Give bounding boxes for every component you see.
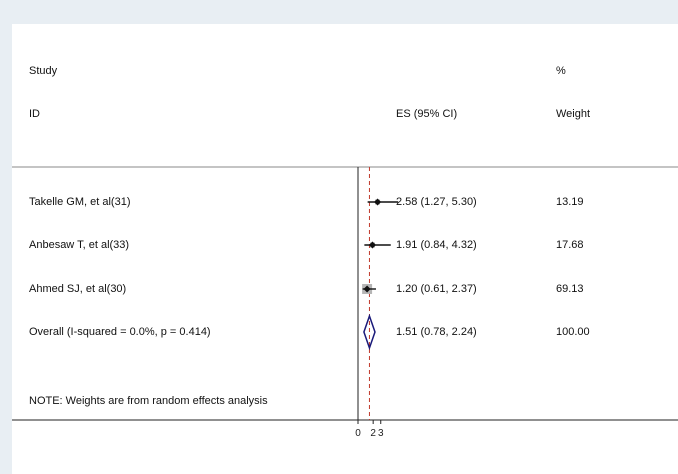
study-label: Takelle GM, et al(31) (29, 196, 131, 208)
point-estimate (368, 241, 376, 249)
id-header: ID (29, 108, 40, 120)
study-es: 2.58 (1.27, 5.30) (396, 196, 477, 208)
overall-es: 1.51 (0.78, 2.24) (396, 326, 477, 338)
point-estimate (363, 285, 371, 293)
x-tick-label: 0 (355, 428, 361, 439)
point-estimate (374, 198, 382, 206)
study-weight: 13.19 (556, 196, 584, 208)
study-es: 1.91 (0.84, 4.32) (396, 239, 477, 251)
weight-percent-header: % (556, 65, 566, 77)
study-weight: 17.68 (556, 239, 584, 251)
study-es: 1.20 (0.61, 2.37) (396, 283, 477, 295)
study-label: Anbesaw T, et al(33) (29, 239, 130, 251)
weight-header: Weight (556, 108, 591, 120)
study-weight: 69.13 (556, 283, 584, 295)
study-header: Study (29, 65, 58, 77)
overall-label: Overall (I-squared = 0.0%, p = 0.414) (29, 326, 211, 338)
study-label: Ahmed SJ, et al(30) (29, 283, 127, 295)
x-tick-label: 2 (370, 428, 376, 439)
x-tick-label: 3 (378, 428, 384, 439)
overall-diamond (363, 313, 376, 351)
overall-weight: 100.00 (556, 326, 590, 338)
weights-note: NOTE: Weights are from random effects an… (29, 395, 268, 407)
es-header: ES (95% CI) (396, 108, 458, 120)
forest-plot: Study ID ES (95% CI) % Weight Takelle GM… (12, 24, 678, 474)
